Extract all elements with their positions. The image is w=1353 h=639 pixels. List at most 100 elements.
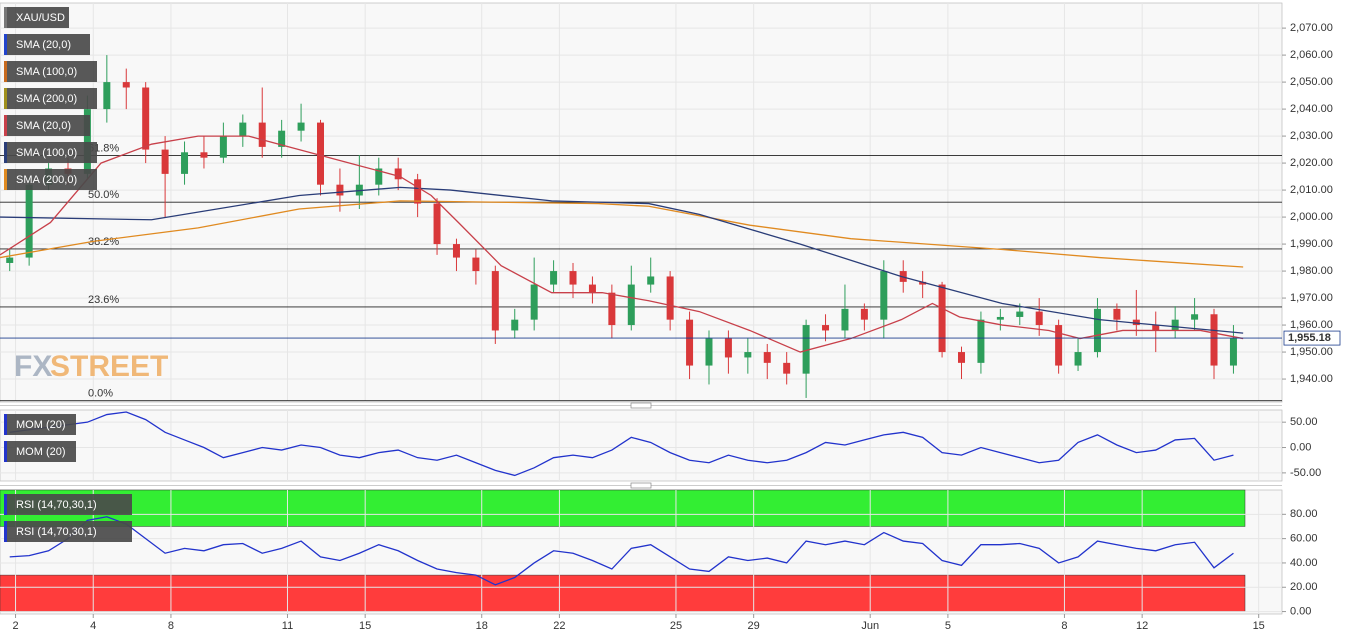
x-tick-label: 4 [90, 620, 96, 632]
candle-body [122, 82, 130, 88]
legend-swatch [4, 494, 7, 515]
candle-body [219, 136, 227, 158]
y-tick-label: -50.00 [1290, 467, 1321, 479]
y-tick-label: 1,950.00 [1290, 346, 1333, 358]
candle-body [1171, 319, 1179, 331]
legend-label: SMA (200,0) [16, 174, 77, 186]
candle-body [744, 352, 752, 358]
candle-body [103, 82, 111, 110]
candle-body [938, 284, 946, 353]
y-tick-label: 0.00 [1290, 605, 1311, 617]
legend-label: RSI (14,70,30,1) [16, 499, 97, 511]
legend-box[interactable] [4, 7, 69, 28]
x-tick-label: 15 [359, 620, 371, 632]
legend-swatch [4, 169, 7, 190]
candle-body [588, 284, 596, 293]
fib-label: 23.6% [88, 294, 119, 306]
candle-body [452, 244, 460, 258]
y-tick-label: 2,060.00 [1290, 49, 1333, 61]
candle-body [1229, 338, 1237, 366]
y-tick-label: 2,000.00 [1290, 211, 1333, 223]
candle-body [200, 152, 208, 158]
legend-label: SMA (20,0) [16, 120, 71, 132]
candle-body [724, 338, 732, 358]
fib-label: 50.0% [88, 189, 119, 201]
candle-body [414, 179, 422, 204]
y-tick-label: 60.00 [1290, 533, 1318, 545]
y-tick-label: 2,040.00 [1290, 103, 1333, 115]
candle-body [860, 308, 868, 320]
legend-box[interactable] [4, 34, 90, 55]
y-tick-label: 2,070.00 [1290, 22, 1333, 34]
candle-body [977, 319, 985, 363]
x-tick-label: 2 [12, 620, 18, 632]
x-tick-label: Jun [861, 620, 879, 632]
candle-body [472, 257, 480, 272]
legend-label: SMA (100,0) [16, 147, 77, 159]
candle-body [1074, 352, 1082, 366]
candle-body [1152, 325, 1160, 331]
x-tick-label: 29 [748, 620, 760, 632]
indicator-line [9, 516, 1234, 586]
candle-body [511, 319, 519, 331]
x-tick-label: 11 [282, 620, 293, 632]
candle-body [1093, 308, 1101, 353]
legend-label: MOM (20) [16, 446, 66, 458]
candle-body [705, 338, 713, 366]
sma-line [0, 135, 1244, 353]
x-tick-label: 5 [945, 620, 951, 632]
candle-body [394, 168, 402, 180]
legend-label: SMA (100,0) [16, 66, 77, 78]
last-price-tag [1283, 330, 1341, 346]
legend-box[interactable] [4, 521, 132, 542]
candle-body [297, 122, 305, 131]
legend-box[interactable] [4, 414, 76, 435]
candle-body [83, 109, 91, 174]
legend-swatch [4, 88, 7, 109]
indicator-line [9, 411, 1234, 477]
rsi-zone [0, 574, 1246, 612]
fib-label: 0.0% [88, 388, 113, 400]
candle-body [550, 271, 558, 285]
y-tick-label: 2,020.00 [1290, 157, 1333, 169]
legend-box[interactable] [4, 88, 97, 109]
candle-body [666, 276, 674, 320]
candle-body [530, 284, 538, 320]
candle-body [375, 168, 383, 185]
y-tick-label: 1,940.00 [1290, 373, 1333, 385]
y-tick-label: 2,010.00 [1290, 184, 1333, 196]
legend-box[interactable] [4, 441, 76, 462]
candle-body [958, 352, 965, 363]
legend-box[interactable] [4, 494, 132, 515]
y-tick-label: 0.00 [1290, 441, 1311, 453]
legend-box[interactable] [4, 169, 97, 190]
candle-body [433, 203, 441, 245]
resize-handle[interactable] [630, 482, 652, 489]
candle-body [763, 352, 771, 363]
candle-body [802, 325, 810, 374]
candle-body [569, 271, 577, 285]
y-tick-label: 1,980.00 [1290, 265, 1333, 277]
legend-swatch [4, 414, 7, 435]
x-tick-label: 12 [1136, 620, 1148, 632]
sma-line [0, 186, 1244, 334]
y-tick-label: 2,030.00 [1290, 130, 1333, 142]
legend-box[interactable] [4, 142, 97, 163]
legend-swatch [4, 142, 7, 163]
legend-swatch [4, 521, 7, 542]
candle-body [919, 281, 927, 285]
legend-box[interactable] [4, 61, 97, 82]
candle-body [686, 319, 694, 366]
legend-swatch [4, 7, 7, 28]
candle-body [161, 149, 169, 174]
y-tick-label: 1,970.00 [1290, 292, 1333, 304]
last-price-label: 1,955.18 [1288, 332, 1331, 344]
legend-box[interactable] [4, 115, 90, 136]
candle-body [278, 130, 286, 147]
candle-body [880, 271, 888, 320]
candle-body [996, 316, 1004, 320]
legend-label: SMA (200,0) [16, 93, 77, 105]
resize-handle[interactable] [630, 402, 652, 409]
x-tick-label: 25 [670, 620, 682, 632]
